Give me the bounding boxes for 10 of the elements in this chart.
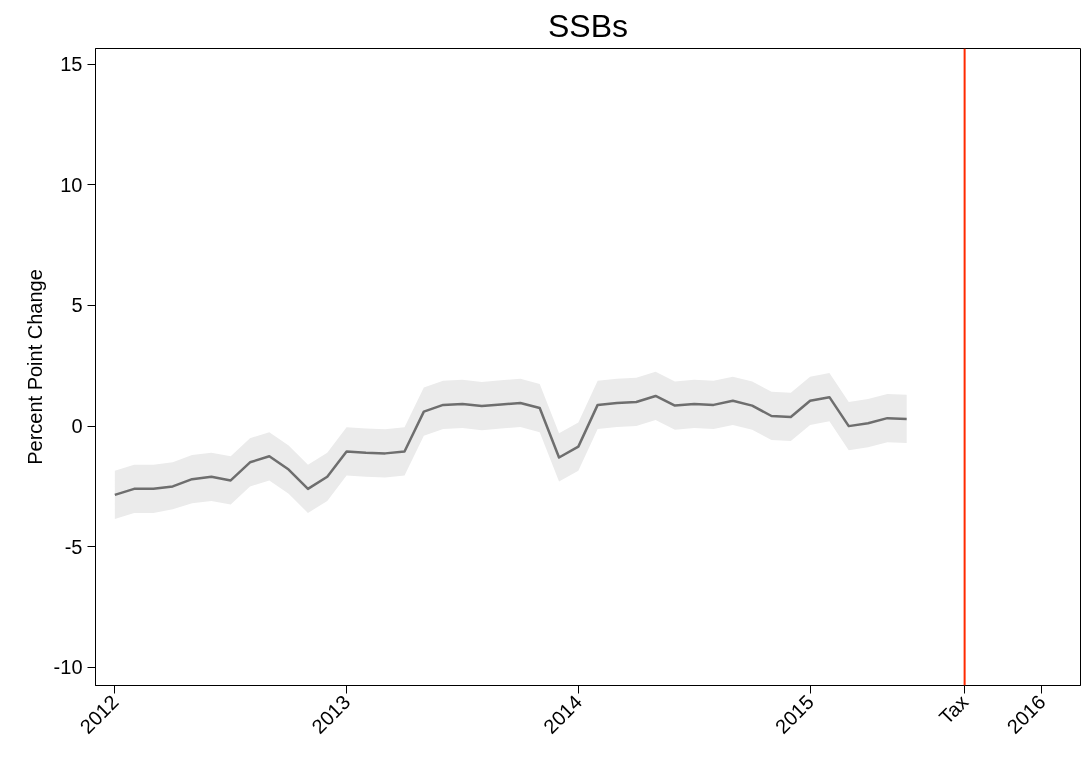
y-tick-label: 10: [60, 173, 83, 196]
y-tick-label: 15: [60, 53, 83, 76]
y-tick-label: -10: [53, 656, 83, 679]
chart-title: SSBs: [547, 7, 629, 44]
y-tick-label: 0: [71, 415, 83, 438]
line-series: [113, 394, 908, 497]
x-tick-label: Tax: [934, 690, 973, 729]
y-tick-label: -5: [64, 535, 83, 558]
y-tick-label: 5: [71, 294, 83, 317]
y-axis-title: Percent Point Change: [23, 269, 46, 465]
